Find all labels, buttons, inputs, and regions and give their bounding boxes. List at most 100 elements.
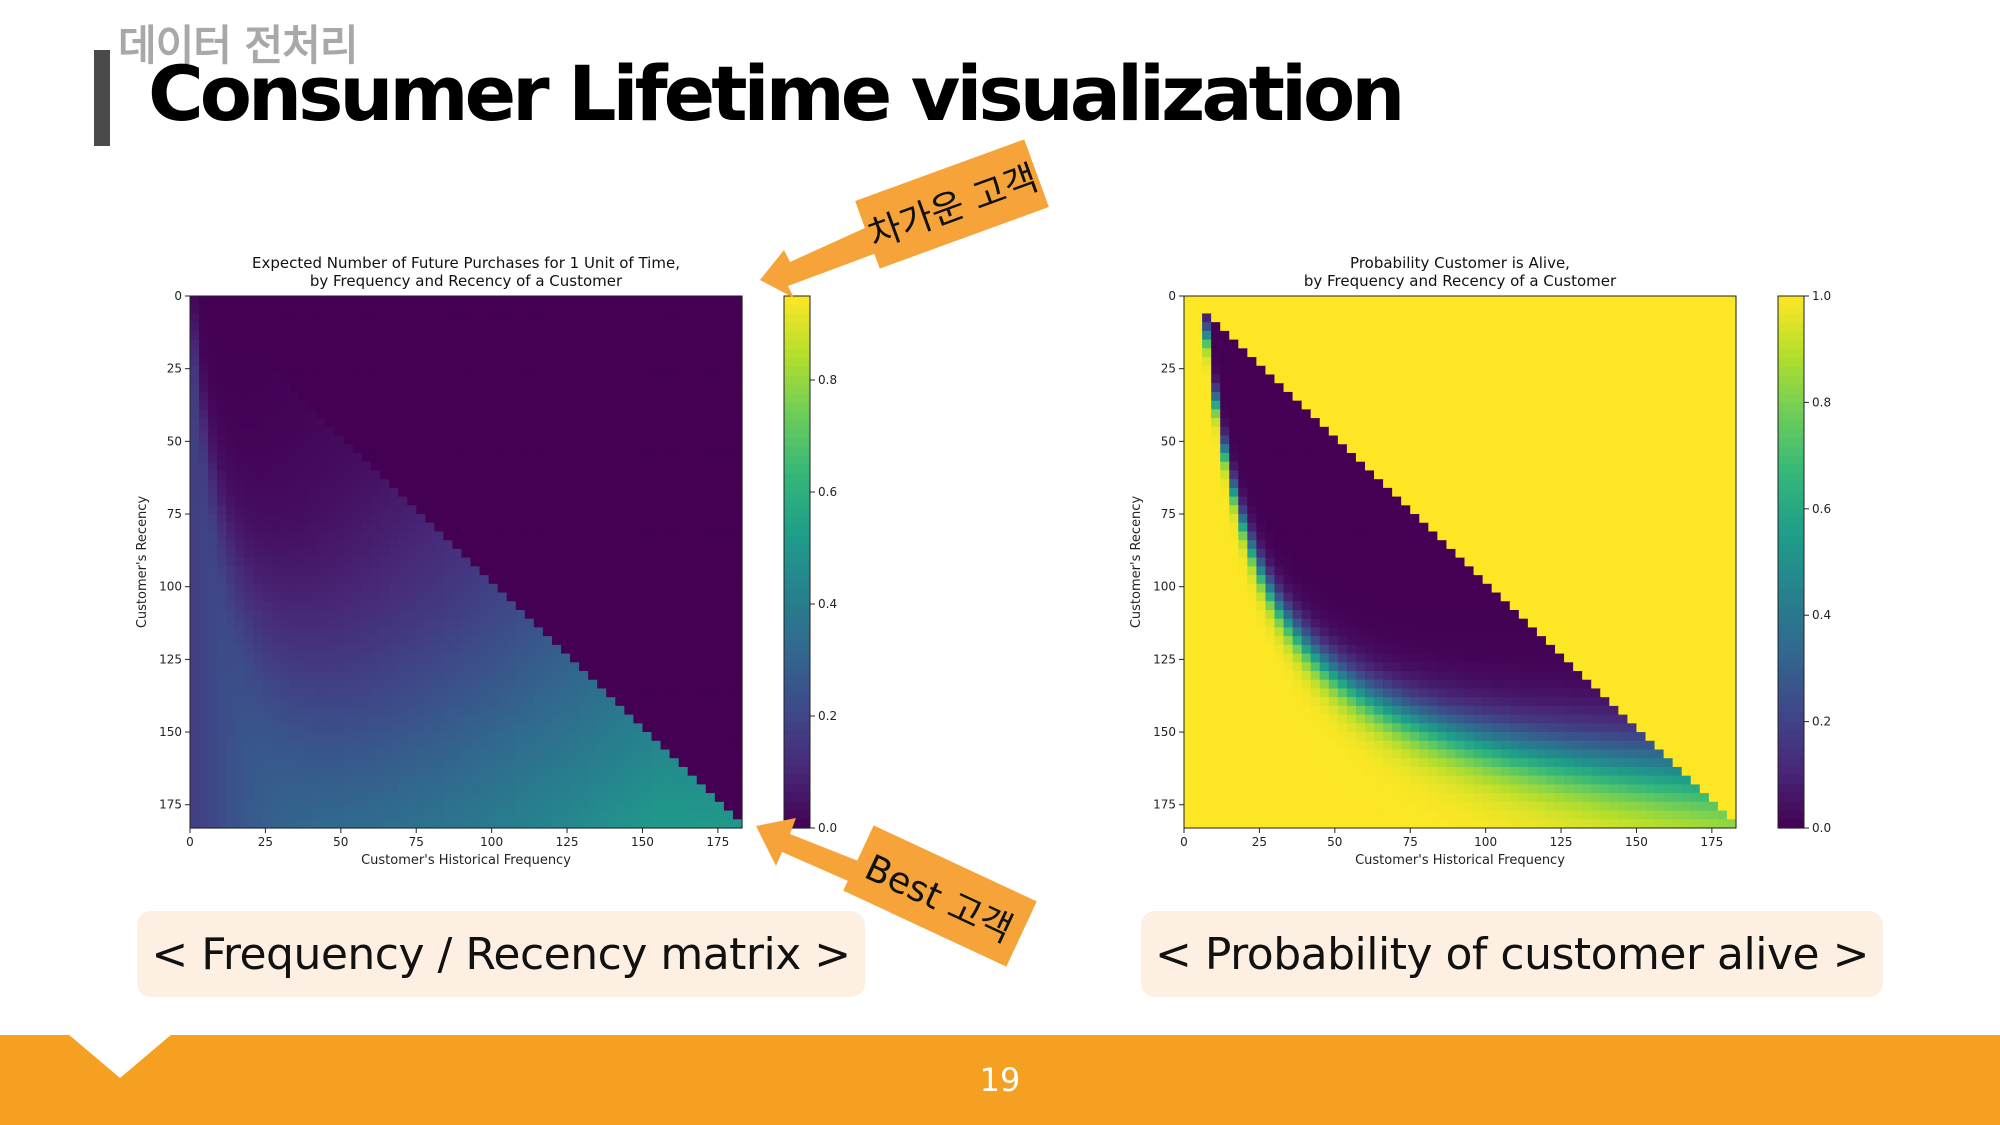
left-heatmap-cell — [669, 662, 680, 672]
right-heatmap-cell — [1274, 313, 1285, 323]
left-heatmap-cell — [624, 627, 635, 637]
left-heatmap-cell — [506, 409, 517, 419]
left-heatmap-cell — [561, 644, 571, 655]
left-heatmap-cell — [217, 723, 227, 733]
right-heatmap-cell — [1229, 383, 1239, 393]
left-heatmap-cell — [497, 679, 508, 690]
left-heatmap-cell — [343, 418, 354, 428]
left-heatmap-cell — [289, 348, 300, 358]
left-heatmap-cell — [325, 583, 336, 594]
left-heatmap-cell — [434, 418, 444, 428]
left-heatmap-cell — [398, 653, 408, 663]
left-heatmap-cell — [461, 522, 472, 533]
left-heatmap-cell — [642, 444, 653, 454]
left-heatmap-cell — [425, 496, 435, 506]
left-heatmap-cell — [361, 627, 372, 637]
left-heatmap-cell — [714, 793, 725, 803]
right-heatmap-cell — [1627, 357, 1638, 367]
left-heatmap-cell — [208, 609, 218, 620]
left-heatmap-cell — [208, 322, 218, 332]
right-heatmap-cell — [1545, 435, 1556, 445]
right-heatmap-cell — [1527, 339, 1538, 349]
right-heatmap-cell — [1491, 426, 1502, 437]
left-heatmap-cell — [343, 548, 354, 559]
left-heatmap-cell — [678, 819, 689, 829]
left-heatmap-cell — [533, 740, 544, 751]
left-heatmap-cell — [253, 296, 263, 306]
right-heatmap-cell — [1292, 452, 1303, 463]
left-heatmap-cell — [217, 348, 227, 358]
left-heatmap-cell — [615, 400, 625, 410]
left-heatmap-cell — [723, 627, 734, 637]
title-accent-bar — [94, 50, 110, 146]
left-heatmap-cell — [615, 452, 625, 463]
left-heatmap-colorbar-step — [784, 340, 810, 350]
left-heatmap-cell — [361, 766, 372, 777]
left-heatmap-ylabel: Customer's Recency — [135, 496, 150, 629]
left-heatmap-cell — [497, 566, 508, 576]
left-heatmap-cell — [497, 662, 508, 672]
left-heatmap-cell — [732, 470, 743, 480]
left-heatmap-cell — [352, 697, 363, 707]
left-heatmap-cell — [253, 426, 263, 437]
left-heatmap-cell — [615, 505, 625, 515]
right-heatmap-cell — [1618, 391, 1629, 402]
left-heatmap-cell — [434, 679, 444, 690]
left-heatmap-cell — [678, 784, 689, 794]
left-heatmap-cell — [316, 705, 327, 716]
left-heatmap-cell — [723, 601, 734, 611]
left-heatmap-cell — [352, 819, 363, 829]
left-heatmap-cell — [678, 609, 689, 620]
left-heatmap-cell — [624, 784, 635, 794]
left-heatmap-cell — [533, 548, 544, 559]
right-heatmap-cell — [1274, 330, 1285, 341]
left-heatmap-cell — [579, 653, 589, 663]
right-heatmap-cell — [1401, 330, 1411, 341]
left-heatmap-cell — [624, 662, 635, 672]
left-heatmap-cell — [470, 758, 481, 768]
left-heatmap-cell — [407, 636, 417, 646]
left-heatmap-cell — [678, 514, 689, 524]
left-heatmap-cell — [714, 697, 725, 707]
left-heatmap-cell — [551, 601, 562, 611]
left-heatmap-cell — [343, 470, 354, 480]
left-heatmap-cell — [714, 784, 725, 794]
left-heatmap-cell — [416, 653, 426, 663]
left-heatmap-cell — [705, 732, 716, 742]
left-heatmap-cell — [606, 514, 616, 524]
left-heatmap-cell — [606, 705, 616, 716]
right-heatmap-cell — [1627, 426, 1638, 437]
left-heatmap-cell — [588, 540, 598, 550]
right-heatmap-cell — [1292, 339, 1303, 349]
left-heatmap-cell — [407, 618, 417, 629]
left-heatmap-cell — [190, 653, 200, 663]
left-heatmap-cell — [515, 522, 526, 533]
left-heatmap-cell — [434, 531, 444, 541]
left-heatmap-cell — [298, 296, 309, 306]
right-heatmap-cell — [1292, 400, 1303, 410]
left-heatmap-cell — [488, 636, 499, 646]
right-heatmap-cell — [1328, 357, 1339, 367]
left-heatmap-cell — [343, 487, 354, 498]
left-heatmap-cell — [361, 505, 372, 515]
left-heatmap-cell — [524, 548, 535, 559]
right-heatmap-cell — [1491, 339, 1502, 349]
left-heatmap-cell — [325, 592, 336, 602]
left-heatmap-cell — [280, 548, 291, 559]
left-heatmap-cell — [479, 505, 490, 515]
left-heatmap-cell — [461, 296, 472, 306]
left-heatmap-cell — [651, 793, 662, 803]
left-heatmap-cell — [579, 487, 589, 498]
left-heatmap-cell — [271, 775, 282, 785]
right-heatmap-cell — [1383, 391, 1393, 402]
left-heatmap-cell — [262, 470, 273, 480]
left-heatmap-cell — [579, 444, 589, 454]
left-heatmap-cell — [479, 714, 490, 724]
right-heatmap-cell — [1509, 391, 1520, 402]
left-heatmap-cell — [325, 784, 336, 794]
right-heatmap-cell — [1591, 296, 1601, 306]
left-heatmap-cell — [561, 479, 571, 489]
left-heatmap-cell — [588, 357, 598, 367]
left-heatmap-cell — [542, 505, 553, 515]
left-heatmap-cell — [380, 487, 390, 498]
